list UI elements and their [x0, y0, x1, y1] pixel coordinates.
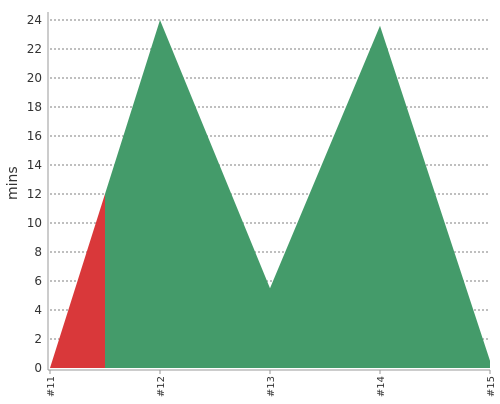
y-tick-label: 6 — [34, 274, 42, 288]
y-tick-label: 22 — [27, 42, 42, 56]
y-axis-label: mins — [5, 166, 21, 200]
area-success-segment — [105, 20, 490, 368]
x-tick-label: #14 — [376, 376, 387, 397]
y-tick-label: 12 — [27, 187, 42, 201]
x-tick-label: #11 — [46, 376, 57, 397]
x-tick-label: #12 — [156, 376, 167, 397]
y-tick-label: 8 — [34, 245, 42, 259]
y-tick-label: 10 — [27, 216, 42, 230]
x-tick-label: #15 — [486, 376, 497, 397]
x-tick-label: #13 — [266, 376, 277, 397]
area-failed-segment — [50, 194, 105, 368]
y-tick-label: 18 — [27, 100, 42, 114]
y-tick-label: 14 — [27, 158, 42, 172]
y-tick-label: 20 — [27, 71, 42, 85]
y-tick-label: 16 — [27, 129, 42, 143]
y-tick-label: 2 — [34, 332, 42, 346]
y-tick-label: 0 — [34, 361, 42, 375]
y-tick-label: 4 — [34, 303, 42, 317]
y-tick-label: 24 — [27, 13, 42, 27]
